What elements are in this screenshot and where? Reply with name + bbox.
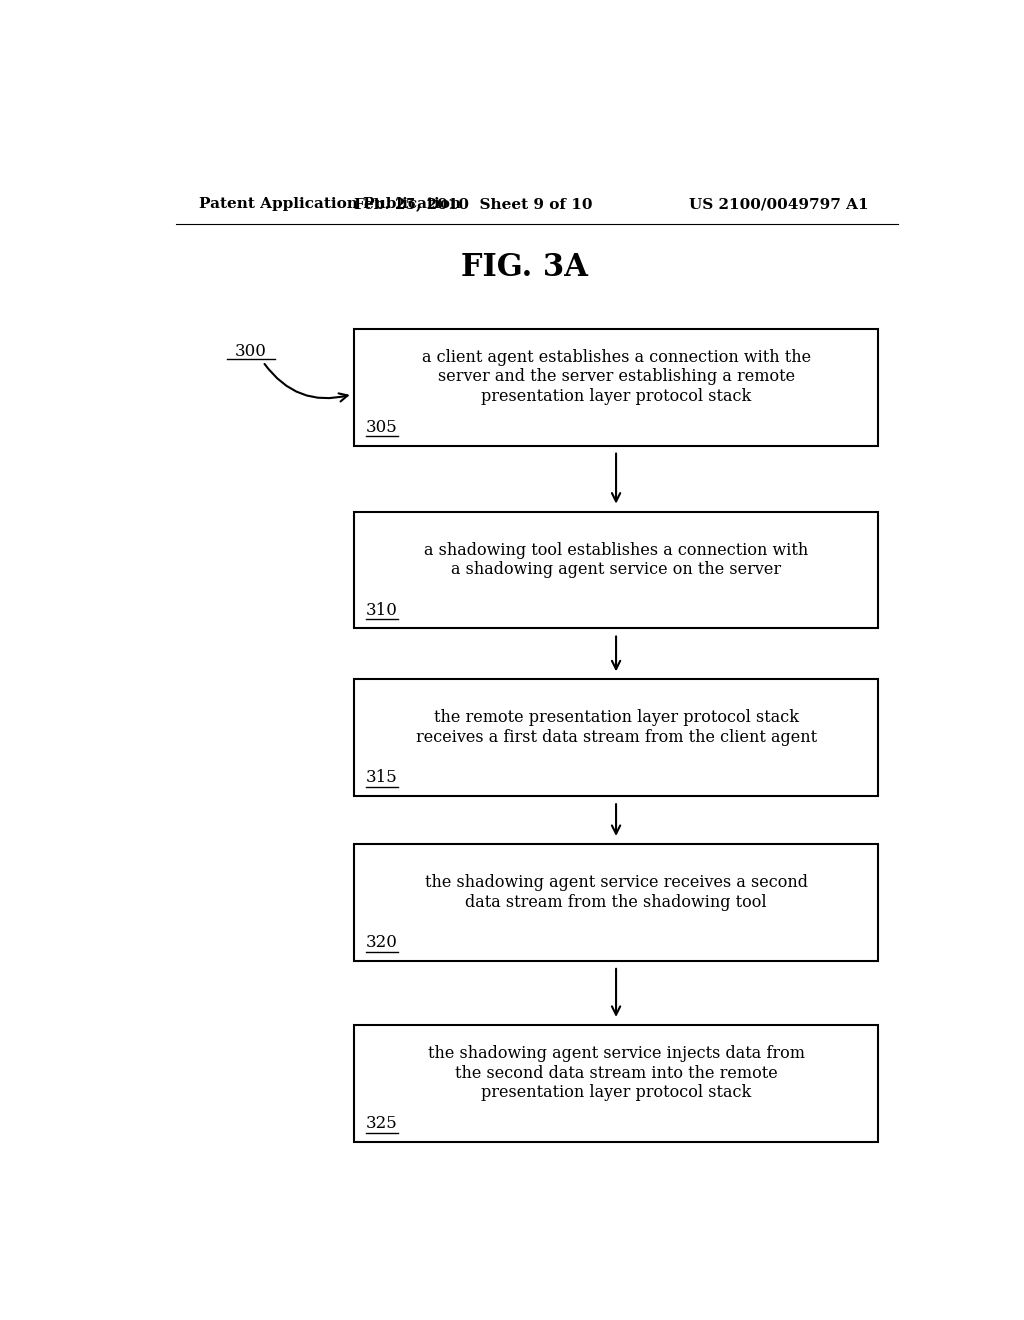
Text: Patent Application Publication: Patent Application Publication <box>200 197 462 211</box>
FancyBboxPatch shape <box>354 1024 878 1142</box>
FancyBboxPatch shape <box>354 512 878 628</box>
Text: FIG. 3A: FIG. 3A <box>462 252 588 282</box>
Text: Feb. 25, 2010  Sheet 9 of 10: Feb. 25, 2010 Sheet 9 of 10 <box>354 197 593 211</box>
FancyBboxPatch shape <box>354 329 878 446</box>
FancyBboxPatch shape <box>354 680 878 796</box>
Text: the shadowing agent service injects data from
the second data stream into the re: the shadowing agent service injects data… <box>428 1045 805 1101</box>
Text: US 2100/0049797 A1: US 2100/0049797 A1 <box>689 197 868 211</box>
Text: the shadowing agent service receives a second
data stream from the shadowing too: the shadowing agent service receives a s… <box>425 874 808 911</box>
Text: 320: 320 <box>367 935 398 950</box>
Text: the remote presentation layer protocol stack
receives a first data stream from t: the remote presentation layer protocol s… <box>416 709 816 746</box>
Text: 300: 300 <box>236 343 267 360</box>
Text: 310: 310 <box>367 602 398 619</box>
Text: 315: 315 <box>367 770 398 787</box>
Text: 325: 325 <box>367 1115 398 1133</box>
Text: 305: 305 <box>367 418 398 436</box>
Text: a shadowing tool establishes a connection with
a shadowing agent service on the : a shadowing tool establishes a connectio… <box>424 541 808 578</box>
Text: a client agent establishes a connection with the
server and the server establish: a client agent establishes a connection … <box>422 348 811 405</box>
FancyBboxPatch shape <box>354 843 878 961</box>
